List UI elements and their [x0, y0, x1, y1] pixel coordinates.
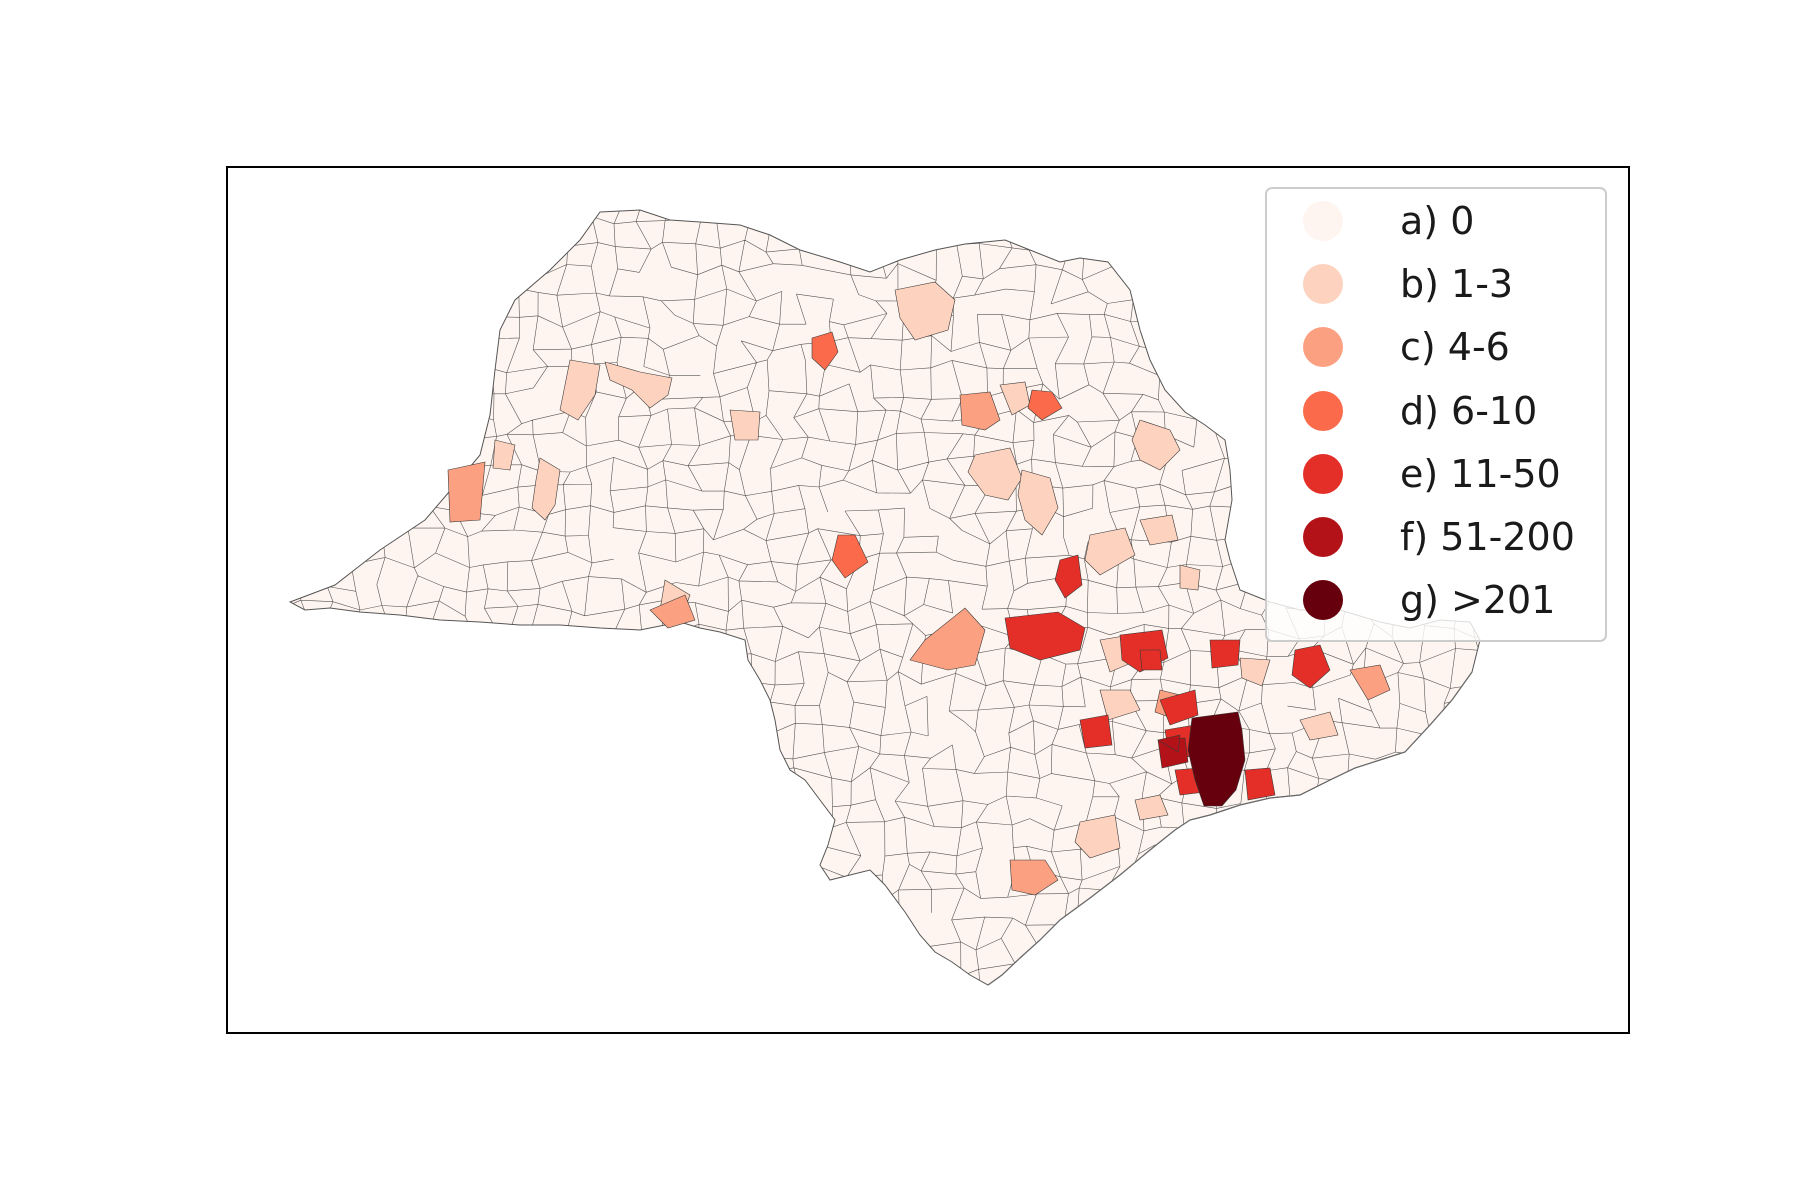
municipality-c [1349, 664, 1391, 701]
legend-label-b: b) 1-3 [1400, 262, 1513, 306]
municipality-b [531, 457, 561, 521]
legend-label-g: g) >201 [1400, 578, 1555, 622]
legend-swatch-a [1303, 201, 1343, 241]
legend-box [1265, 187, 1607, 642]
municipality-c [909, 607, 986, 671]
legend-swatch-b [1303, 264, 1343, 304]
legend-label-a: a) 0 [1400, 199, 1474, 243]
municipality-b [1017, 469, 1059, 536]
legend-swatch-e [1303, 454, 1343, 494]
legend-swatch-f [1303, 517, 1343, 557]
municipality-e [1004, 611, 1086, 661]
municipality-b [729, 409, 761, 441]
municipality-b [1239, 657, 1271, 687]
municipality-b [1299, 711, 1339, 741]
coastline [987, 671, 1473, 986]
municipality-f [1157, 734, 1181, 753]
municipality-g [1187, 711, 1246, 807]
municipality-b [1074, 814, 1121, 859]
municipality-b [1134, 794, 1169, 821]
municipality-d [811, 331, 839, 371]
map-axes-frame [226, 166, 1630, 1034]
legend-label-e: e) 11-50 [1400, 452, 1561, 496]
legend-swatch-d [1303, 391, 1343, 431]
municipality-b [1179, 564, 1201, 591]
municipality-e [1291, 644, 1331, 689]
municipality-e [1159, 689, 1199, 726]
municipality-e [1244, 767, 1276, 801]
municipality-e [1139, 649, 1163, 671]
municipality-b [1099, 689, 1141, 721]
municipalities-highlighted [447, 281, 1391, 896]
municipality-b [604, 361, 673, 409]
municipality-b [1139, 514, 1179, 546]
legend: a) 0 b) 1-3 c) 4-6 d) 6-10 e) 11-50 f) 5… [1265, 187, 1607, 642]
municipality-d [1027, 389, 1063, 421]
municipality-c [1009, 859, 1059, 896]
legend-swatch-g [1303, 580, 1343, 620]
municipality-b [559, 359, 601, 421]
municipality-b [1131, 419, 1181, 471]
municipality-c [649, 594, 696, 629]
legend-label-d: d) 6-10 [1400, 389, 1537, 433]
legend-swatch-c [1303, 327, 1343, 367]
municipality-c [959, 391, 1001, 431]
legend-label-f: f) 51-200 [1400, 515, 1575, 559]
municipality-e [1209, 639, 1241, 669]
municipality-b [492, 439, 516, 471]
municipality-d [831, 534, 869, 579]
municipality-c [447, 461, 486, 523]
municipality-b [1084, 527, 1136, 576]
municipality-b [967, 447, 1023, 501]
municipality-e [1054, 554, 1083, 599]
municipality-e [1079, 714, 1113, 749]
legend-label-c: c) 4-6 [1400, 325, 1510, 369]
municipality-b [894, 281, 956, 341]
